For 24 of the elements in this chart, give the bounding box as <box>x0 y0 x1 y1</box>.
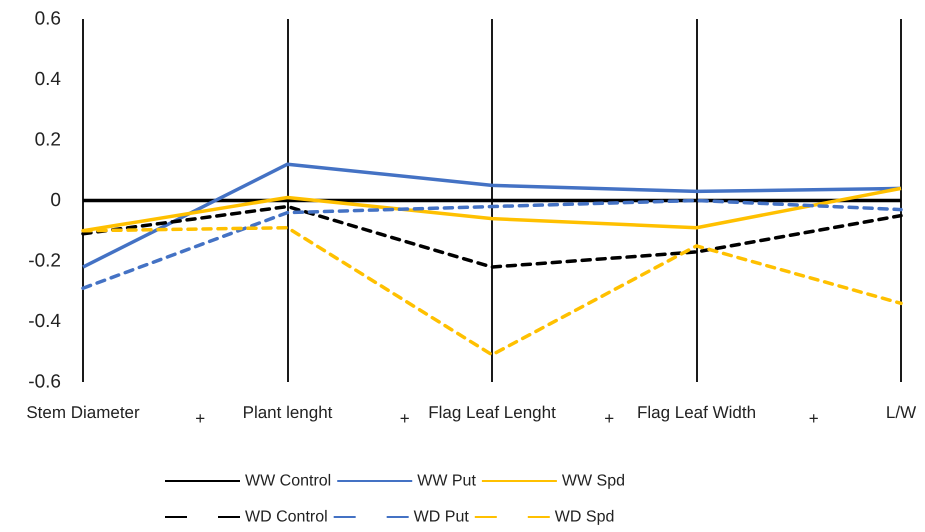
legend-label: WW Spd <box>562 472 626 490</box>
x-tick-label: Flag Leaf Lenght <box>428 403 556 422</box>
text: + <box>808 409 819 428</box>
y-tick-label: -0.4 <box>28 311 62 332</box>
legend-label: WD Control <box>245 508 328 526</box>
y-tick-label: 0.2 <box>34 130 61 150</box>
legend-label: WW Control <box>245 472 332 490</box>
text: + <box>604 409 614 428</box>
y-tick-label: -0.6 <box>28 372 61 392</box>
x-tick-label: Stem Diameter <box>26 403 140 422</box>
text: + <box>195 409 206 428</box>
y-tick-label: 0.4 <box>34 69 62 90</box>
text: + <box>400 409 410 428</box>
legend-label: WD Spd <box>554 508 614 526</box>
legend-label: WD Put <box>414 508 470 526</box>
x-tick-label: Flag Leaf Width <box>636 403 756 422</box>
legend-label: WW Put <box>417 472 476 490</box>
x-tick-label: Plant lenght <box>242 403 333 422</box>
x-tick-label: L/W <box>886 403 916 422</box>
line-series <box>81 162 903 269</box>
y-tick-label: 0 <box>50 190 61 211</box>
y-tick-label: 0.6 <box>34 8 61 30</box>
y-tick-label: -0.2 <box>28 250 61 272</box>
line-series <box>81 198 903 290</box>
